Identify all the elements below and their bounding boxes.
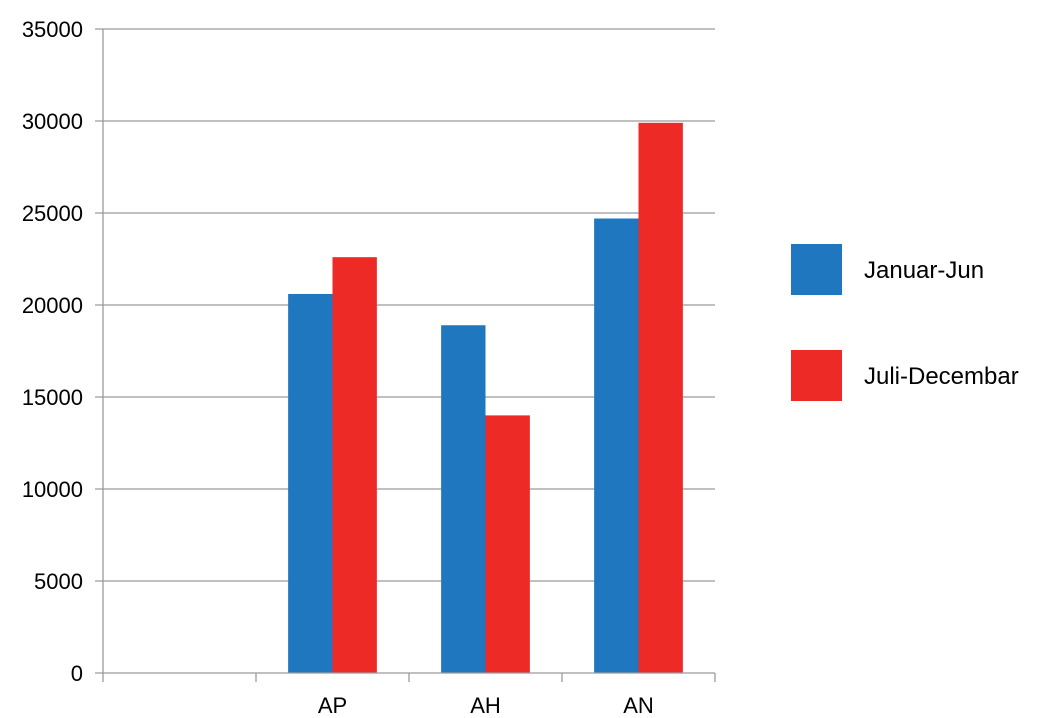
x-tick-label: AP xyxy=(318,693,347,718)
bar-januar-jun-an xyxy=(594,218,639,673)
y-tick-label: 15000 xyxy=(22,385,83,410)
gridlines xyxy=(95,28,715,582)
legend-label: Juli-Decembar xyxy=(864,363,1019,390)
bar-januar-jun-ah xyxy=(441,325,486,673)
bar-juli-decembar-an xyxy=(638,122,683,674)
bar-juli-decembar-ah xyxy=(485,415,530,673)
bar-juli-decembar-ap xyxy=(332,257,377,673)
y-tick-label: 0 xyxy=(71,661,83,686)
y-tick-label: 5000 xyxy=(34,569,83,594)
x-tick-label: AH xyxy=(470,693,501,718)
y-tick-label: 20000 xyxy=(22,293,83,318)
legend-label: Januar-Jun xyxy=(864,257,984,284)
y-tick-label: 30000 xyxy=(22,109,83,134)
y-tick-label: 10000 xyxy=(22,477,83,502)
bars xyxy=(288,122,683,674)
y-tick-label: 25000 xyxy=(22,201,83,226)
axes: 0 5000 10000 15000 20000 25000 30000 35000 AP AH A… xyxy=(22,17,716,718)
y-tick-label: 35000 xyxy=(22,17,83,42)
x-tick-label: AN xyxy=(623,693,654,718)
legend: Januar-Jun Juli-Decembar xyxy=(791,244,1019,401)
legend-swatch xyxy=(791,244,842,295)
bar-januar-jun-ap xyxy=(288,293,333,673)
legend-swatch xyxy=(791,350,842,401)
